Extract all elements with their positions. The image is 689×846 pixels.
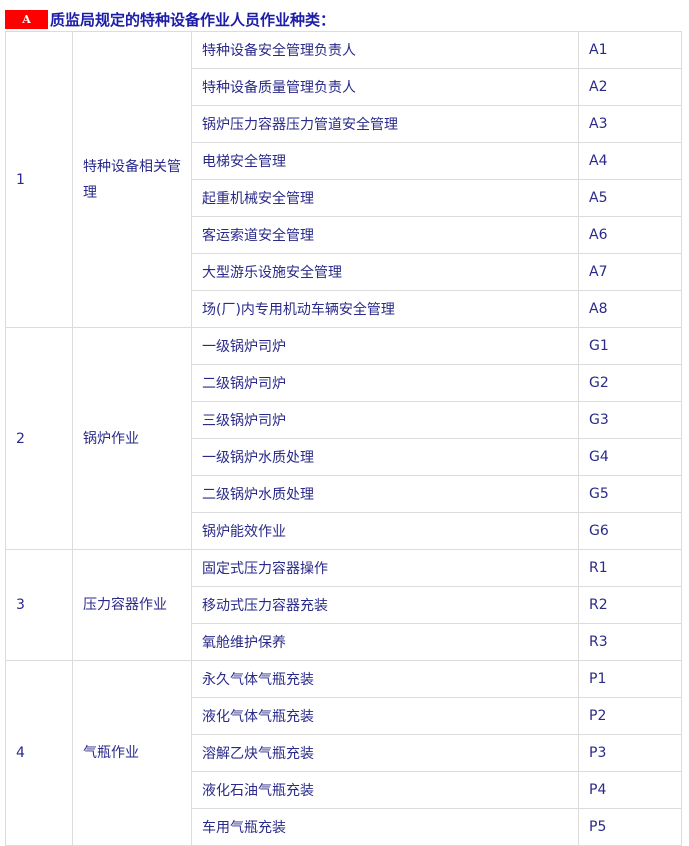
item-code: A1 [578, 31, 682, 69]
group-number: 1 [5, 31, 73, 328]
table-row: 液化气体气瓶充装 P2 [6, 697, 682, 735]
table-row: 特种设备质量管理负责人 A2 [6, 68, 682, 106]
item-name: 锅炉压力容器压力管道安全管理 [191, 105, 579, 143]
item-code: P2 [578, 697, 682, 735]
item-name: 客运索道安全管理 [191, 216, 579, 254]
group-category: 特种设备相关管理 [72, 31, 192, 328]
table-row: 液化石油气瓶充装 P4 [6, 771, 682, 809]
table-row: 电梯安全管理 A4 [6, 142, 682, 180]
group-category: 锅炉作业 [72, 327, 192, 550]
item-code: A5 [578, 179, 682, 217]
table-row: 4 气瓶作业 永久气体气瓶充装 P1 [5, 660, 682, 846]
table-row: 三级锅炉司炉 G3 [6, 401, 682, 439]
item-name: 起重机械安全管理 [191, 179, 579, 217]
item-code: R1 [578, 549, 682, 587]
item-name: 场(厂)内专用机动车辆安全管理 [191, 290, 579, 328]
table-row: 移动式压力容器充装 R2 [6, 586, 682, 624]
section-badge: A [5, 9, 48, 29]
table-row: 溶解乙炔气瓶充装 P3 [6, 734, 682, 772]
item-name: 大型游乐设施安全管理 [191, 253, 579, 291]
table-row: 场(厂)内专用机动车辆安全管理 A8 [6, 290, 682, 328]
item-code: A3 [578, 105, 682, 143]
table-row: 大型游乐设施安全管理 A7 [6, 253, 682, 291]
table-row: 3 压力容器作业 固定式压力容器操作 R1 [5, 549, 682, 661]
item-code: A8 [578, 290, 682, 328]
item-code: G2 [578, 364, 682, 402]
item-name: 特种设备安全管理负责人 [191, 31, 579, 69]
item-name: 二级锅炉司炉 [191, 364, 579, 402]
group-category: 压力容器作业 [72, 549, 192, 661]
table-row: 二级锅炉水质处理 G5 [6, 475, 682, 513]
item-code: A2 [578, 68, 682, 106]
item-name: 液化石油气瓶充装 [191, 771, 579, 809]
table-row: 锅炉压力容器压力管道安全管理 A3 [6, 105, 682, 143]
item-name: 车用气瓶充装 [191, 808, 579, 846]
group-number: 4 [5, 660, 73, 846]
operation-types-table: 1 特种设备相关管理 特种设备安全管理负责人 A1 特种设备质量管理负责人 A2 锅炉压力容… [5, 31, 682, 846]
group-category: 气瓶作业 [72, 660, 192, 846]
table-row: 1 特种设备相关管理 特种设备安全管理负责人 A1 [5, 31, 682, 328]
table-row: 二级锅炉司炉 G2 [6, 364, 682, 402]
item-code: P4 [578, 771, 682, 809]
item-name: 氧舱维护保养 [191, 623, 579, 661]
item-name: 固定式压力容器操作 [191, 549, 579, 587]
item-code: G4 [578, 438, 682, 476]
item-code: R2 [578, 586, 682, 624]
table-row: 氧舱维护保养 R3 [6, 623, 682, 661]
item-name: 二级锅炉水质处理 [191, 475, 579, 513]
table-row: 2 锅炉作业 一级锅炉司炉 G1 [5, 327, 682, 550]
item-name: 永久气体气瓶充装 [191, 660, 579, 698]
item-name: 锅炉能效作业 [191, 512, 579, 550]
item-name: 一级锅炉水质处理 [191, 438, 579, 476]
item-code: P5 [578, 808, 682, 846]
table-row: 锅炉能效作业 G6 [6, 512, 682, 550]
item-code: G3 [578, 401, 682, 439]
item-code: R3 [578, 623, 682, 661]
item-code: A7 [578, 253, 682, 291]
item-name: 溶解乙炔气瓶充装 [191, 734, 579, 772]
item-name: 电梯安全管理 [191, 142, 579, 180]
section-title: A 质监局规定的特种设备作业人员作业种类： [5, 8, 335, 30]
item-code: P3 [578, 734, 682, 772]
item-code: P1 [578, 660, 682, 698]
group-number: 2 [5, 327, 73, 550]
item-name: 三级锅炉司炉 [191, 401, 579, 439]
section-title-text: 质监局规定的特种设备作业人员作业种类： [50, 10, 336, 29]
table-row: 客运索道安全管理 A6 [6, 216, 682, 254]
item-name: 液化气体气瓶充装 [191, 697, 579, 735]
table-row: 起重机械安全管理 A5 [6, 179, 682, 217]
item-name: 特种设备质量管理负责人 [191, 68, 579, 106]
item-code: G5 [578, 475, 682, 513]
item-code: A4 [578, 142, 682, 180]
item-code: G1 [578, 327, 682, 365]
item-code: G6 [578, 512, 682, 550]
item-name: 移动式压力容器充装 [191, 586, 579, 624]
item-code: A6 [578, 216, 682, 254]
group-number: 3 [5, 549, 73, 661]
item-name: 一级锅炉司炉 [191, 327, 579, 365]
